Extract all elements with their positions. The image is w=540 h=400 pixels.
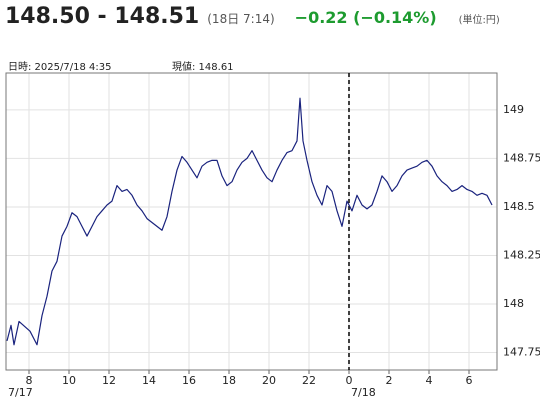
unit: (単位:円) — [458, 15, 500, 26]
y-tick-label: 149 — [503, 103, 524, 116]
date-label: 7/18 — [351, 386, 376, 399]
x-tick-label: 14 — [142, 374, 156, 387]
y-tick-label: 148.25 — [503, 248, 540, 261]
x-tick-label: 4 — [426, 374, 433, 387]
x-tick-label: 8 — [26, 374, 33, 387]
x-tick-label: 20 — [262, 374, 276, 387]
price-line — [6, 97, 493, 346]
quote: 148.50 - 148.51 — [5, 4, 200, 29]
datetime: 日時: 2025/7/18 4:35 — [8, 62, 112, 73]
x-tick-label: 0 — [346, 374, 353, 387]
plot-frame — [5, 72, 498, 371]
header: 148.50 - 148.51 (18日 7:14) −0.22 (−0.14%… — [5, 4, 500, 29]
y-tick-label: 147.75 — [503, 346, 540, 359]
x-tick-label: 10 — [62, 374, 76, 387]
current-value: 現値: 148.61 — [172, 62, 234, 73]
x-tick-label: 2 — [386, 374, 393, 387]
x-tick-label: 18 — [222, 374, 236, 387]
x-tick-label: 22 — [302, 374, 316, 387]
change: −0.22 (−0.14%) — [294, 8, 437, 27]
quote-time: (18日 7:14) — [207, 12, 275, 26]
date-label: 7/17 — [8, 386, 33, 399]
x-tick-label: 12 — [102, 374, 116, 387]
x-tick-label: 16 — [182, 374, 196, 387]
y-tick-label: 148.5 — [503, 200, 535, 213]
y-tick-label: 148.75 — [503, 151, 540, 164]
x-tick-label: 6 — [466, 374, 473, 387]
y-tick-label: 148 — [503, 297, 524, 310]
